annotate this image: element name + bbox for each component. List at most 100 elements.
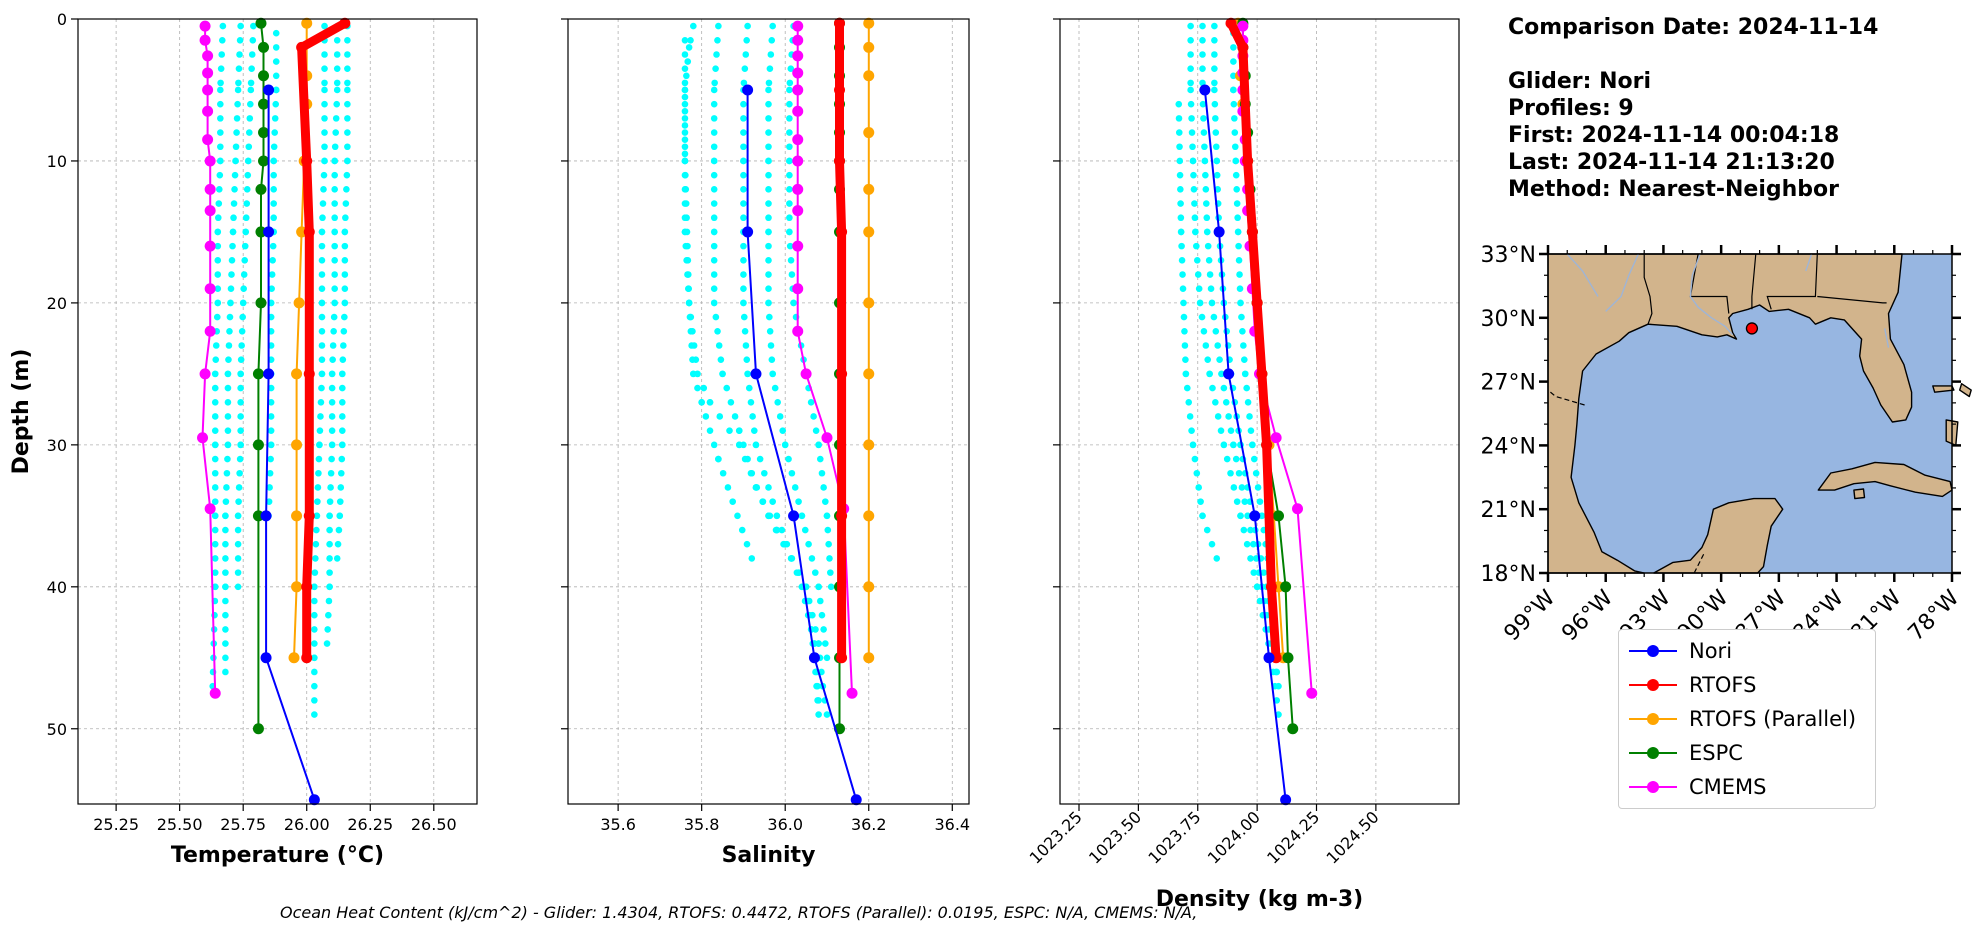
glider-profile-5 <box>1175 100 1221 562</box>
glider-profile-point <box>740 157 747 165</box>
glider-profile-point <box>740 200 747 207</box>
glider-profile-point <box>1243 384 1250 392</box>
glider-profile-point <box>333 51 341 58</box>
glider-profile-point <box>761 469 768 477</box>
glider-profile-point <box>1234 214 1241 222</box>
glider-profile-point <box>214 285 222 293</box>
glider-profile-point <box>1209 384 1216 392</box>
glider-profile-point <box>823 711 831 718</box>
glider-profile-point <box>683 72 690 80</box>
glider-profile-point <box>681 143 689 151</box>
glider-profile-point <box>1246 413 1253 420</box>
glider-profile-point <box>328 413 336 420</box>
glider-profile-point <box>342 214 349 222</box>
series-point-espc <box>258 98 270 110</box>
glider-profile-point <box>328 398 336 406</box>
glider-profile-point <box>344 143 351 151</box>
glider-profile-point <box>765 214 772 222</box>
glider-profile-point <box>787 257 795 264</box>
glider-profile-point <box>1194 271 1202 278</box>
glider-profile-point <box>331 271 338 278</box>
glider-profile-point <box>237 356 245 363</box>
glider-profile-point <box>1213 171 1221 179</box>
glider-profile-point <box>740 79 748 87</box>
series-point-nori <box>263 84 275 96</box>
series-point-cmems <box>1306 687 1318 699</box>
glider-profile-point <box>318 228 326 236</box>
series-point-espc <box>1282 652 1294 664</box>
glider-profile-point <box>1235 469 1243 477</box>
yucatan-landmass <box>1653 497 1784 574</box>
series-point-rtofs-parallel <box>293 297 305 309</box>
glider-profile-1 <box>209 22 227 690</box>
glider-profile-point <box>822 498 829 505</box>
glider-profile-point <box>767 342 775 349</box>
glider-profile-point <box>740 257 747 264</box>
glider-profile-point <box>1182 370 1190 378</box>
glider-profile-point <box>318 271 326 278</box>
glider-profile-point <box>267 455 274 463</box>
x-tick-label: 1023.25 <box>1026 807 1086 867</box>
glider-profile-point <box>1214 186 1221 193</box>
glider-profile-point <box>1232 455 1240 463</box>
glider-profile-point <box>786 79 794 87</box>
glider-profile-point <box>311 583 318 591</box>
glider-profile-point <box>744 455 751 463</box>
glider-profile-point <box>211 498 219 505</box>
glider-profile-point <box>332 129 339 136</box>
x-tick-label: 1023.50 <box>1085 807 1145 867</box>
glider-profile-6 <box>323 22 341 647</box>
glider-profile-point <box>246 115 254 122</box>
glider-profile-point <box>266 484 273 491</box>
glider-profile-point <box>232 157 239 165</box>
glider-profile-point <box>326 555 333 562</box>
glider-profile-3 <box>740 22 822 704</box>
glider-profile-point <box>344 157 351 165</box>
glider-profile-point <box>766 313 773 321</box>
glider-profile-point <box>801 526 809 534</box>
glider-profile-point <box>681 36 689 44</box>
glider-profile-point <box>211 484 219 491</box>
glider-profile-point <box>231 186 238 193</box>
glider-profile-point <box>338 455 346 463</box>
glider-profile-point <box>240 285 247 293</box>
glider-profile-point <box>270 143 278 151</box>
glider-profile-point <box>723 384 731 392</box>
glider-profile-point <box>1211 36 1218 44</box>
glider-profile-point <box>340 327 348 335</box>
glider-profile-point <box>331 200 338 207</box>
glider-profile-point <box>716 413 724 420</box>
series-line-rtofs <box>297 19 347 658</box>
glider-profile-point <box>269 242 277 250</box>
glider-profile-point <box>681 150 689 158</box>
glider-profile-point <box>222 569 229 576</box>
glider-profile-point <box>681 93 689 101</box>
glider-profile-point <box>744 22 751 30</box>
glider-profile-point <box>820 484 827 491</box>
glider-profile-point <box>740 441 747 449</box>
glider-profile-point <box>811 569 819 576</box>
glider-profile-point <box>1220 441 1228 449</box>
legend-swatch-rtofs <box>1629 670 1677 700</box>
glider-profile-point <box>1211 86 1218 94</box>
profile-count: Profiles: 9 <box>1508 96 1634 121</box>
glider-profile-point <box>1188 129 1196 136</box>
glider-profile-point <box>1198 313 1206 321</box>
series-nori <box>1199 84 1292 806</box>
fl-ga-border <box>1817 295 1887 304</box>
glider-profile-point <box>215 200 223 207</box>
glider-profile-point <box>710 157 718 165</box>
glider-profile-point <box>339 427 346 434</box>
glider-profile-point <box>740 285 747 293</box>
glider-profile-6 <box>786 22 835 591</box>
series-point-nori <box>1213 226 1225 238</box>
series-point-rtofs <box>301 581 313 593</box>
glider-profile-point <box>1187 79 1194 87</box>
glider-profile-point <box>702 413 710 420</box>
y-tick-label: 10 <box>47 152 67 171</box>
glider-profile-point <box>685 299 693 307</box>
glider-profile-point <box>681 122 689 129</box>
interpolation-method: Method: Nearest-Neighbor <box>1508 177 1839 202</box>
glider-profile-point <box>211 526 219 534</box>
glider-profile-point <box>1275 682 1282 690</box>
